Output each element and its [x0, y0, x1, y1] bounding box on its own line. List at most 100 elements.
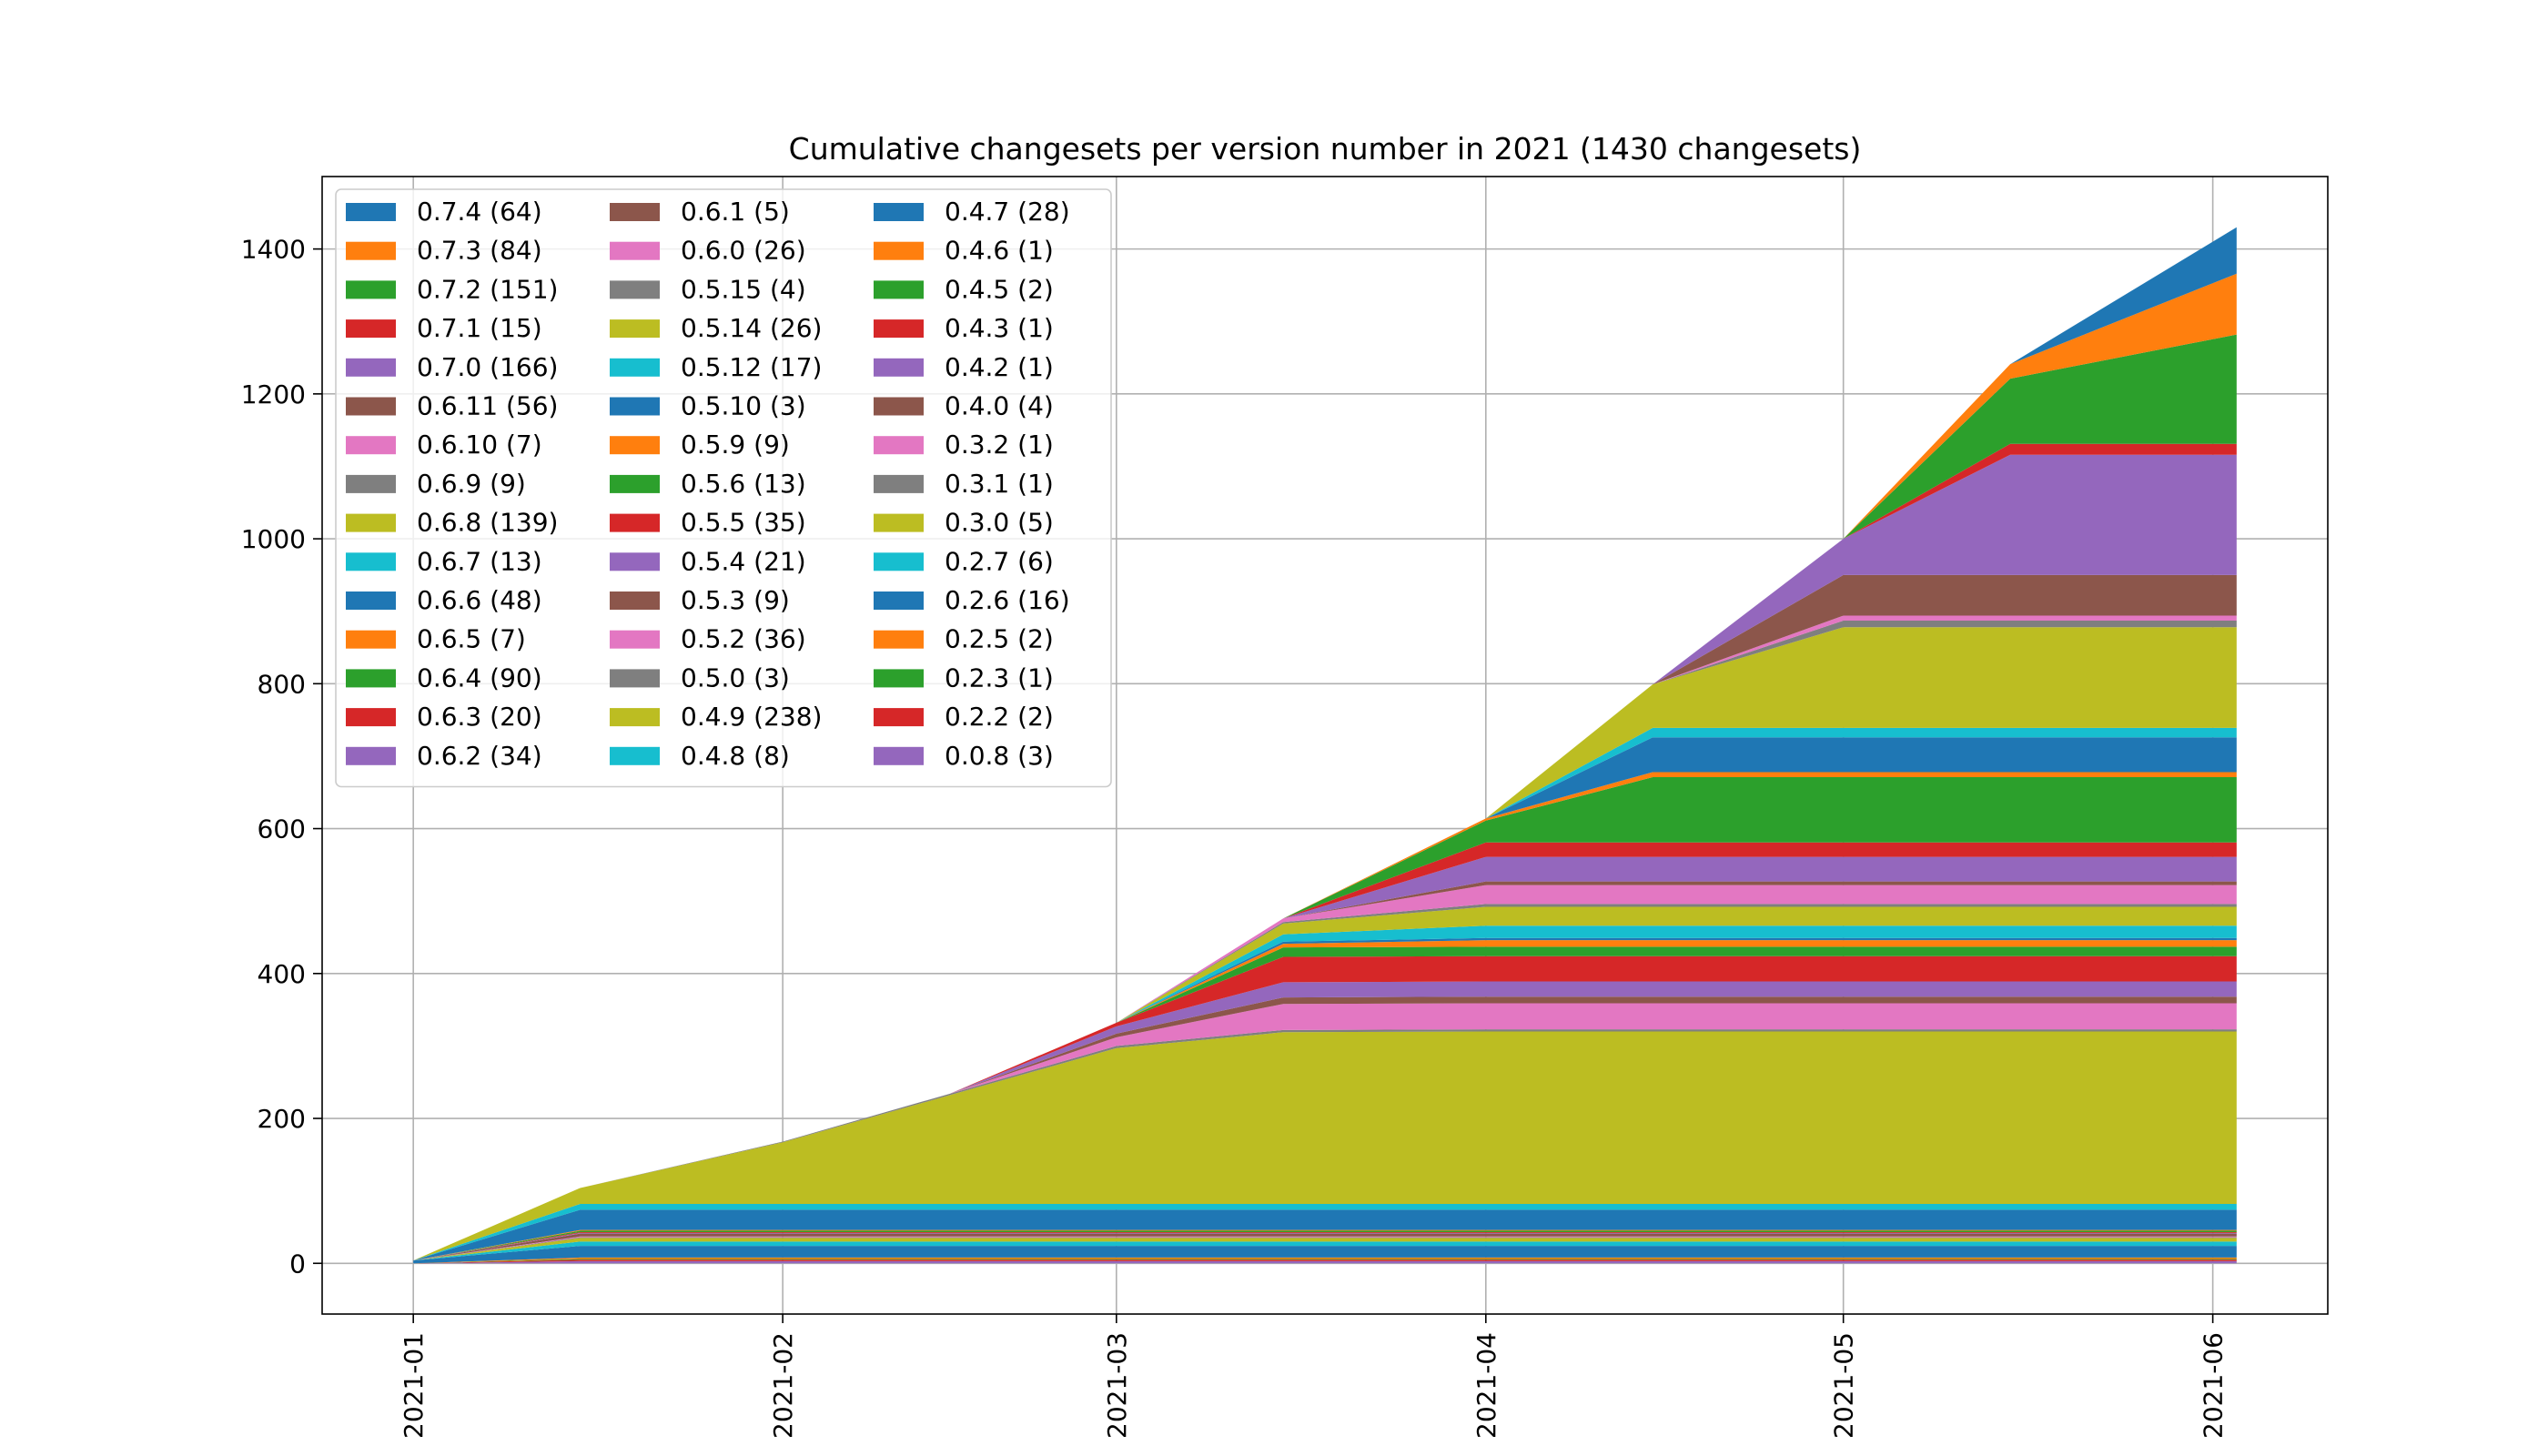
- legend-swatch: [874, 552, 924, 571]
- legend-swatch: [610, 397, 660, 416]
- legend-label: 0.5.2 (36): [681, 624, 806, 654]
- legend-swatch: [610, 358, 660, 377]
- legend-label: 0.6.4 (90): [417, 662, 542, 693]
- legend-label: 0.6.7 (13): [417, 546, 542, 576]
- legend-swatch: [874, 592, 924, 610]
- area-series-0-6-4: [413, 777, 2237, 1261]
- legend-label: 0.7.0 (166): [417, 352, 558, 382]
- area-series-0-2-6: [413, 1246, 2237, 1264]
- legend-swatch: [610, 552, 660, 571]
- legend-swatch: [874, 397, 924, 416]
- legend-label: 0.5.15 (4): [681, 274, 806, 304]
- legend-label: 0.2.2 (2): [945, 702, 1054, 732]
- x-tick-label: 2021-05: [1829, 1332, 1859, 1439]
- legend-label: 0.2.6 (16): [945, 585, 1070, 615]
- area-series-0-2-5: [413, 1257, 2237, 1264]
- y-tick-label: 200: [258, 1104, 306, 1134]
- area-series-0-7-0: [413, 454, 2237, 1261]
- area-series-0-4-9: [413, 1031, 2237, 1261]
- legend-swatch: [610, 474, 660, 493]
- legend-swatch: [610, 319, 660, 339]
- legend-label: 0.5.14 (26): [681, 313, 822, 343]
- legend-swatch: [874, 319, 924, 339]
- legend-swatch: [346, 474, 396, 493]
- area-series-0-5-2: [413, 1003, 2237, 1261]
- legend-swatch: [610, 280, 660, 299]
- legend-swatch: [346, 708, 396, 727]
- y-tick-label: 1000: [241, 524, 306, 554]
- legend-swatch: [874, 280, 924, 299]
- legend-swatch: [874, 474, 924, 493]
- y-tick-label: 0: [289, 1249, 306, 1279]
- legend-label: 0.4.6 (1): [945, 236, 1054, 266]
- legend-swatch: [346, 746, 396, 765]
- legend-label: 0.0.8 (3): [945, 741, 1054, 771]
- legend-label: 0.5.3 (9): [681, 585, 790, 615]
- legend-swatch: [610, 630, 660, 649]
- legend-label: 0.6.1 (5): [681, 197, 790, 227]
- legend-label: 0.6.6 (48): [417, 585, 542, 615]
- axes: 0 200 400 600 800 1000 1200 1400 2021-01 2021-02 2…: [241, 176, 2329, 1439]
- legend-label: 0.4.3 (1): [945, 313, 1054, 343]
- legend-label: 0.6.10 (7): [417, 430, 542, 460]
- x-tick-label: 2021-02: [768, 1332, 798, 1439]
- legend-swatch: [874, 358, 924, 377]
- legend-label: 0.6.9 (9): [417, 469, 526, 499]
- x-tick-label: 2021-03: [1102, 1332, 1132, 1439]
- legend-label: 0.5.4 (21): [681, 546, 806, 576]
- legend: 0.7.4 (64) 0.7.3 (84) 0.7.2 (151) 0.7.1 (15…: [335, 188, 1112, 788]
- y-tick-label: 1200: [241, 379, 306, 410]
- legend-label: 0.7.1 (15): [417, 313, 542, 343]
- legend-label: 0.7.3 (84): [417, 236, 542, 266]
- legend-label: 0.4.0 (4): [945, 391, 1054, 421]
- legend-label: 0.5.0 (3): [681, 662, 790, 693]
- legend-label: 0.7.2 (151): [417, 274, 558, 304]
- plot-frame: [321, 176, 2329, 1315]
- legend-label: 0.5.9 (9): [681, 430, 790, 460]
- legend-swatch: [346, 592, 396, 610]
- legend-label: 0.6.0 (26): [681, 236, 806, 266]
- legend-swatch: [610, 436, 660, 455]
- legend-swatch: [346, 203, 396, 221]
- legend-label: 0.6.3 (20): [417, 702, 542, 732]
- legend-swatch: [610, 592, 660, 610]
- legend-swatch: [610, 708, 660, 727]
- area-series-0-0-8: [413, 1260, 2237, 1264]
- legend-swatch: [346, 669, 396, 688]
- y-tick-label: 800: [258, 669, 306, 699]
- legend-label: 0.2.5 (2): [945, 624, 1054, 654]
- area-series-0-2-7: [413, 1241, 2237, 1261]
- legend-swatch: [874, 241, 924, 260]
- legend-swatch: [874, 436, 924, 455]
- area-series: [413, 227, 2237, 1264]
- legend-label: 0.5.10 (3): [681, 391, 806, 421]
- y-tick-label: 400: [258, 959, 306, 989]
- area-series-0-4-0: [413, 1233, 2237, 1261]
- legend-label: 0.3.2 (1): [945, 430, 1054, 460]
- legend-swatch: [346, 630, 396, 649]
- legend-swatch: [874, 630, 924, 649]
- legend-swatch: [874, 708, 924, 727]
- legend-swatch: [610, 241, 660, 260]
- legend-label: 0.3.1 (1): [945, 469, 1054, 499]
- y-tick-label: 600: [258, 814, 306, 844]
- legend-swatch: [874, 513, 924, 532]
- area-series-0-6-8: [413, 627, 2237, 1261]
- area-series-0-2-3: [413, 1259, 2237, 1264]
- area-series-0-7-2: [413, 334, 2237, 1261]
- legend-label: 0.6.2 (34): [417, 741, 542, 771]
- legend-label: 0.7.4 (64): [417, 197, 542, 227]
- area-series-0-4-8: [413, 1203, 2237, 1261]
- legend-swatch: [346, 436, 396, 455]
- legend-label: 0.4.8 (8): [681, 741, 790, 771]
- legend-label: 0.2.3 (1): [945, 662, 1054, 693]
- x-tick-label: 2021-04: [1471, 1332, 1502, 1439]
- legend-swatch: [346, 397, 396, 416]
- legend-label: 0.5.6 (13): [681, 469, 806, 499]
- legend-swatch: [346, 513, 396, 532]
- area-series-0-3-0: [413, 1238, 2237, 1261]
- legend-label: 0.6.5 (7): [417, 624, 526, 654]
- legend-label: 0.4.7 (28): [945, 197, 1070, 227]
- legend-swatch: [346, 358, 396, 377]
- area-series-0-4-7: [413, 1209, 2237, 1261]
